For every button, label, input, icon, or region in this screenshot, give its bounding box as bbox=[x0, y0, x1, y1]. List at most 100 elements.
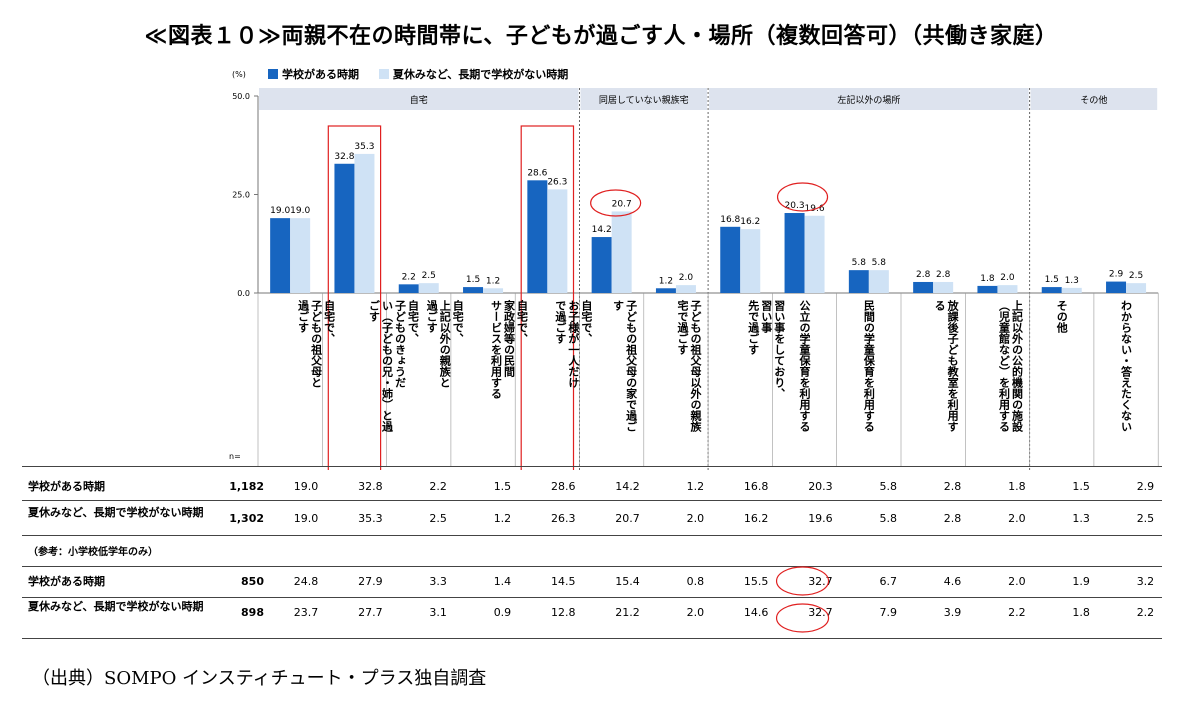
data-label-vacation: 1.3 bbox=[1065, 276, 1079, 286]
table-cell: 3.3 bbox=[429, 575, 447, 588]
data-label-vacation: 5.8 bbox=[872, 258, 887, 268]
legend-label-vacation: 夏休みなど、長期で学校がない時期 bbox=[392, 68, 569, 81]
table-cell: 2.0 bbox=[686, 606, 705, 619]
bar-vacation bbox=[804, 215, 825, 293]
table-row: 夏休みなど、長期で学校がない時期 1,302 19.0 35.3 2.5 1.2 26.3 2… bbox=[22, 504, 1162, 530]
table-cell: 16.8 bbox=[743, 480, 769, 493]
bar-vacation bbox=[290, 218, 311, 293]
data-label-vacation: 2.5 bbox=[1129, 271, 1143, 281]
bar-vacation bbox=[418, 283, 439, 293]
table-cell: 2.2 bbox=[1136, 606, 1155, 619]
bar-school bbox=[463, 287, 484, 293]
data-label-school: 28.6 bbox=[527, 168, 547, 178]
category-label: 民間の学童保育を利用する bbox=[862, 300, 876, 432]
bar-school bbox=[848, 270, 869, 293]
table-cell: 27.7 bbox=[358, 606, 383, 619]
table-cell: 28.6 bbox=[551, 480, 576, 493]
table-cell: 14.5 bbox=[551, 575, 576, 588]
table-rule bbox=[22, 535, 1162, 536]
table-cell: 35.3 bbox=[358, 512, 383, 525]
category-label: わからない・答えたくない bbox=[1119, 300, 1133, 432]
bar-vacation bbox=[547, 189, 568, 293]
bar-vacation bbox=[1126, 283, 1147, 293]
category-label: 上記以外の公的機関の施設 （児童館など）を利用する bbox=[997, 300, 1024, 432]
table-cell: 5.8 bbox=[879, 512, 898, 525]
table-cell: 1.8 bbox=[1008, 480, 1026, 493]
table-cell: 14.2 bbox=[615, 480, 640, 493]
data-label-school: 2.2 bbox=[402, 272, 416, 282]
legend-label-school: 学校がある時期 bbox=[282, 68, 359, 81]
table-note: （参考：小学校低学年のみ） bbox=[28, 547, 158, 558]
highlight-box bbox=[327, 125, 382, 470]
data-label-school: 2.9 bbox=[1109, 270, 1124, 280]
y-tick-label: 0.0 bbox=[237, 289, 250, 298]
data-label-school: 1.5 bbox=[1045, 275, 1059, 285]
y-tick-label: 50.0 bbox=[232, 92, 250, 101]
category-label: 放課後子ども教室を利用す る bbox=[933, 300, 960, 432]
legend-item-vacation: 夏休みなど、長期で学校がない時期 bbox=[378, 66, 569, 82]
table-cell: 14.6 bbox=[743, 606, 769, 619]
highlight-box bbox=[520, 125, 575, 470]
table-cell: 23.7 bbox=[293, 606, 319, 619]
highlight-oval bbox=[776, 182, 829, 212]
table-cell: 2.2 bbox=[1008, 606, 1026, 619]
table-cell: 2.9 bbox=[1136, 480, 1155, 493]
data-label-vacation: 26.3 bbox=[547, 177, 567, 187]
data-label-school: 1.2 bbox=[659, 276, 673, 286]
table-cell: 2.5 bbox=[429, 512, 447, 525]
table-cell: 2.0 bbox=[1008, 575, 1026, 588]
data-label-school: 1.8 bbox=[980, 274, 995, 284]
group-header-label: 左記以外の場所 bbox=[837, 94, 900, 106]
data-label-school: 1.5 bbox=[466, 275, 480, 285]
data-label-school: 20.3 bbox=[785, 201, 805, 211]
legend-item-school: 学校がある時期 bbox=[268, 66, 359, 82]
bar-school bbox=[398, 284, 419, 293]
table-cell: 2.0 bbox=[686, 512, 705, 525]
table-cell: 32.7 bbox=[808, 575, 833, 588]
data-label-school: 32.8 bbox=[334, 152, 354, 162]
table-rule bbox=[22, 466, 1162, 467]
bar-school bbox=[591, 237, 612, 293]
data-label-vacation: 16.2 bbox=[740, 217, 760, 227]
category-label: 自宅で、 上記以外の親族と 過ごす bbox=[425, 300, 465, 388]
table-cell: 6.7 bbox=[879, 575, 898, 588]
table-cell: 2.8 bbox=[943, 512, 962, 525]
bar-vacation bbox=[675, 285, 696, 293]
bar-school bbox=[527, 180, 548, 293]
bar-school bbox=[270, 218, 291, 293]
bar-school bbox=[655, 288, 676, 293]
data-label-vacation: 20.7 bbox=[612, 199, 632, 209]
bar-vacation bbox=[483, 288, 504, 293]
bar-school bbox=[1041, 287, 1062, 293]
table-cell: 3.2 bbox=[1136, 575, 1155, 588]
table-cell: 1.2 bbox=[493, 512, 512, 525]
y-axis-unit: (%) bbox=[232, 70, 246, 79]
table-cell: 1.3 bbox=[1072, 512, 1090, 525]
category-label: 自宅で、 子どもの祖父母と 過ごす bbox=[296, 300, 336, 388]
category-label: 公立の学童保育を利用する bbox=[798, 300, 812, 432]
table-row-n: 850 bbox=[241, 575, 264, 588]
table-cell: 1.9 bbox=[1072, 575, 1090, 588]
bar-school bbox=[1106, 281, 1127, 293]
group-header-label: 同居していない親族宅 bbox=[599, 94, 689, 106]
data-label-vacation: 1.2 bbox=[486, 276, 500, 286]
table-rule bbox=[22, 597, 1162, 598]
table-cell: 2.8 bbox=[943, 480, 962, 493]
data-label-vacation: 35.3 bbox=[354, 142, 374, 152]
table-cell: 2.2 bbox=[429, 480, 447, 493]
category-label: その他 bbox=[1055, 300, 1069, 333]
table-cell: 3.9 bbox=[943, 606, 962, 619]
group-header-bg bbox=[259, 88, 579, 110]
table-cell: 26.3 bbox=[551, 512, 576, 525]
table-cell: 2.0 bbox=[1008, 512, 1026, 525]
category-label: 自宅で、 家政婦等の民間 サービスを利用する bbox=[489, 300, 529, 399]
category-label: 自宅で、 子どものきょうだ い（子どもの兄・姉）と過 ごす bbox=[367, 300, 420, 432]
table-cell: 20.3 bbox=[808, 480, 833, 493]
table-rule bbox=[22, 500, 1162, 501]
table-row: 夏休みなど、長期で学校がない時期 898 23.7 27.7 3.1 0.9 12.8 21.… bbox=[22, 598, 1162, 624]
table-cell: 19.0 bbox=[293, 512, 319, 525]
table-rule bbox=[22, 638, 1162, 639]
bar-vacation bbox=[740, 229, 761, 293]
y-tick-label: 25.0 bbox=[232, 191, 250, 200]
table-row-n: 1,302 bbox=[229, 512, 264, 525]
